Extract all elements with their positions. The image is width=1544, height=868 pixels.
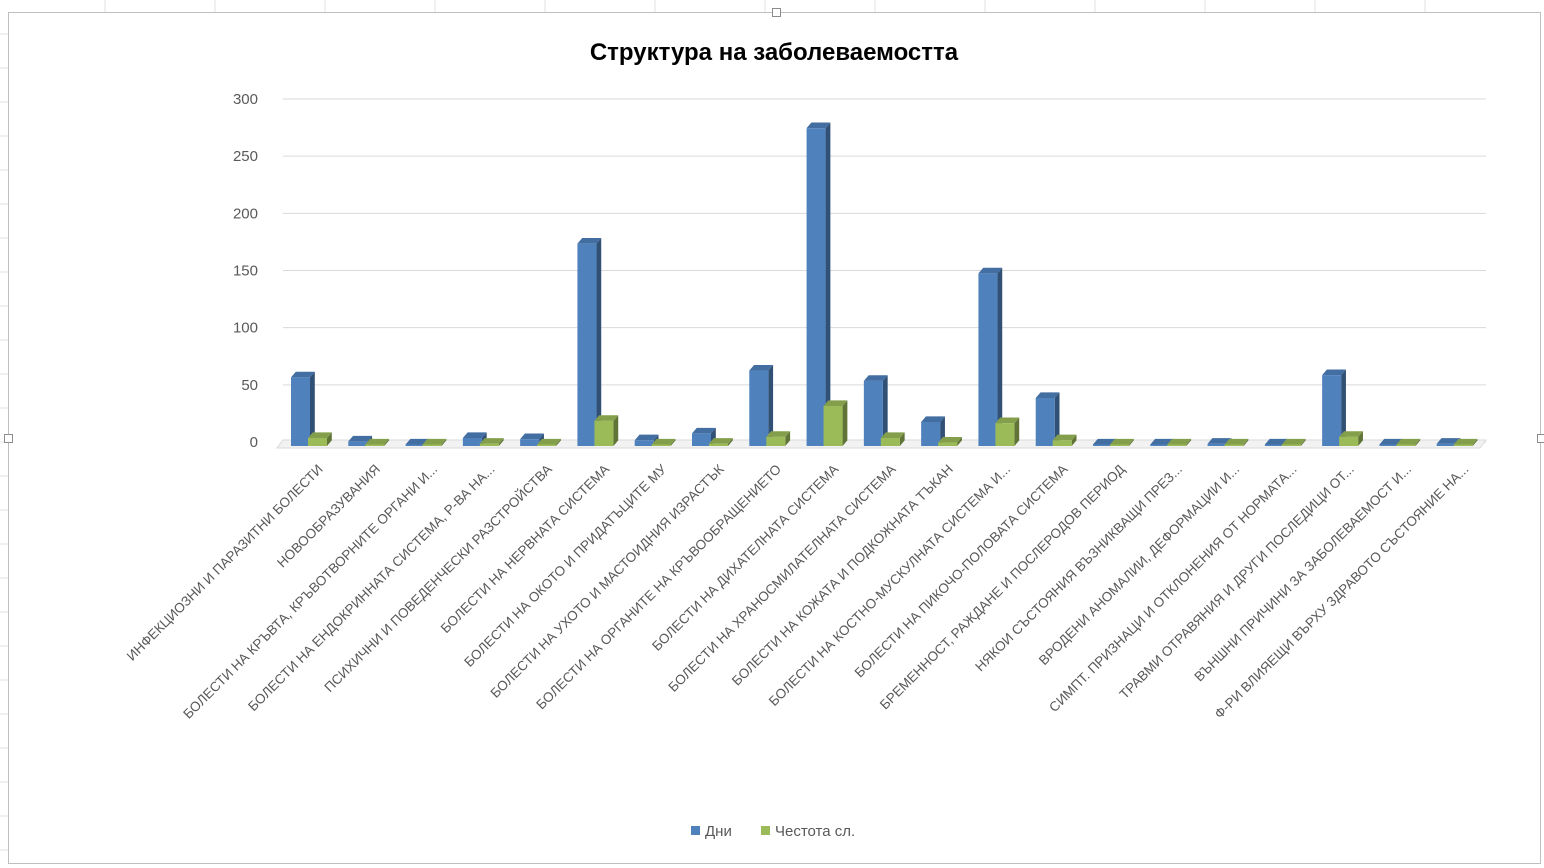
bar-frequency (1396, 438, 1421, 446)
bar-frequency (1453, 438, 1478, 446)
x-category-label: БОЛЕСТИ НА КРЪВТА, КРЪВОТВОРНИТЕ ОРГАНИ … (180, 462, 440, 722)
x-category-label: ВРОДЕНИ АНОМАЛИИ, ДЕФОРМАЦИИ И... (1036, 462, 1242, 668)
legend-swatch-days (691, 826, 700, 835)
bar-days (806, 122, 831, 447)
bar-days (921, 416, 945, 446)
bar-frequency (1224, 438, 1249, 446)
bar-days (577, 238, 602, 446)
bar-frequency (1281, 438, 1306, 446)
x-category-label: БОЛЕСТИ НА ОКОТО И ПРИДАТЪЦИТЕ МУ (461, 461, 669, 669)
bar-frequency (594, 415, 619, 446)
bar-days (749, 364, 774, 446)
bar-days (863, 375, 888, 446)
y-tick-label: 50 (241, 377, 258, 394)
x-axis: ИНФЕКЦИОЗНИ И ПАРАЗИТНИ БОЛЕСТИНОВООБРАЗ… (124, 461, 1472, 721)
bar-frequency (880, 432, 905, 446)
bar-frequency (938, 436, 962, 446)
legend-swatch-frequency (761, 826, 770, 835)
bar-frequency (1339, 431, 1363, 446)
resize-handle-right[interactable] (1537, 434, 1544, 443)
legend-label-days: Дни (705, 823, 732, 840)
bar-frequency (766, 431, 791, 446)
bar-frequency (422, 438, 447, 446)
x-category-label: НЯКОИ СЪСТОЯНИЯ ВЪЗНИКВАЩИ ПРЕЗ... (972, 462, 1185, 675)
resize-handle-left[interactable] (4, 434, 13, 443)
y-tick-label: 200 (233, 205, 258, 222)
y-tick-label: 150 (233, 263, 258, 280)
bar-frequency (651, 438, 676, 446)
x-category-label: НОВООБРАЗУВАНИЯ (274, 462, 383, 571)
bar-frequency (537, 438, 561, 446)
x-category-label: БОЛЕСТИ НА ПИКОЧО-ПОЛОВАТА СИСТЕМА (852, 462, 1071, 681)
plot-area (291, 122, 1478, 447)
bar-frequency (1110, 438, 1134, 446)
bar-frequency (1052, 434, 1077, 446)
resize-handle-top[interactable] (772, 8, 781, 17)
bar-days (978, 267, 1003, 446)
bar-frequency (479, 438, 504, 446)
y-axis: 0 50 100 150 200 250 300 (233, 91, 258, 451)
y-tick-label: 300 (233, 91, 258, 108)
bar-frequency (1167, 438, 1192, 446)
legend-label-frequency: Честота сл. (775, 823, 855, 840)
x-category-label: БОЛЕСТИ НА КОЖАТА И ПОДКОЖНАТА ТЪКАН (729, 462, 956, 689)
y-tick-label: 250 (233, 148, 258, 165)
x-category-label: ИНФЕКЦИОЗНИ И ПАРАЗИТНИ БОЛЕСТИ (124, 462, 326, 664)
legend: Дни Честота сл. (691, 823, 855, 840)
bar-days (1322, 369, 1346, 446)
bar-frequency (365, 438, 390, 446)
chart-title: Структура на заболеваемостта (590, 39, 959, 66)
bar-days (692, 427, 716, 446)
bar-frequency (823, 400, 848, 446)
bar-days (1035, 392, 1060, 446)
y-tick-label: 0 (250, 434, 258, 451)
x-category-label: ВЪНШНИ ПРИЧИНИ ЗА ЗАБОЛЕВАЕМОСТ И... (1191, 462, 1414, 685)
y-tick-label: 100 (233, 320, 258, 337)
bar-frequency (709, 438, 733, 446)
bar-frequency (308, 432, 332, 446)
bar-days (291, 371, 315, 446)
bar-frequency (995, 417, 1020, 446)
